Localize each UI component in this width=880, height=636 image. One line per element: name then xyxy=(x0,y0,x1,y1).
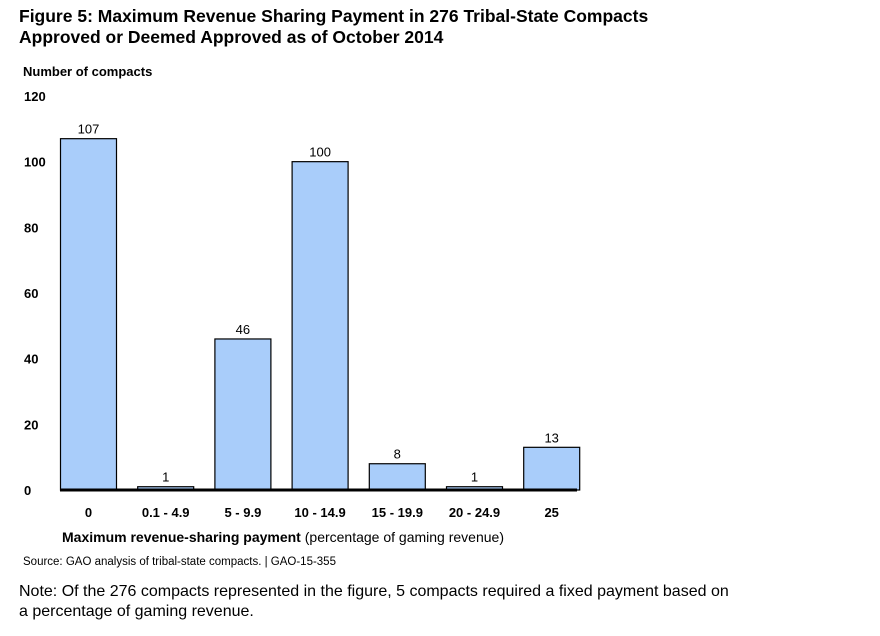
x-tick-label: 10 - 14.9 xyxy=(294,505,345,520)
bar-value-label: 107 xyxy=(78,122,100,137)
bar-chart: Number of compacts 0 20 40 60 80 100 120 107 0 1 0.… xyxy=(23,64,581,545)
bar-value-label: 8 xyxy=(394,447,401,462)
bar-value-label: 46 xyxy=(236,322,250,337)
chart-title-line-2: Approved or Deemed Approved as of Octobe… xyxy=(19,27,444,47)
y-tick-label: 60 xyxy=(24,286,38,301)
x-tick-label: 0 xyxy=(85,505,92,520)
x-tick-label: 5 - 9.9 xyxy=(224,505,261,520)
x-tick-label: 15 - 19.9 xyxy=(372,505,423,520)
bar xyxy=(368,463,426,491)
y-tick-label: 40 xyxy=(24,352,38,367)
x-axis-title-bold: Maximum revenue-sharing payment xyxy=(62,529,301,545)
footnote: Note: Of the 276 compacts represented in… xyxy=(19,582,839,622)
y-axis-title: Number of compacts xyxy=(23,64,152,79)
y-tick-label: 20 xyxy=(24,417,38,432)
bar xyxy=(59,138,118,491)
bar-value-label: 13 xyxy=(544,430,558,445)
bar xyxy=(214,338,272,491)
y-tick-label: 120 xyxy=(24,89,46,104)
y-tick-label: 100 xyxy=(24,155,46,170)
x-axis-title-rest: (percentage of gaming revenue) xyxy=(301,529,504,545)
chart-title-line-1: Figure 5: Maximum Revenue Sharing Paymen… xyxy=(19,6,649,26)
bar-value-label: 1 xyxy=(162,470,169,485)
chart-title: Figure 5: Maximum Revenue Sharing Paymen… xyxy=(19,6,859,48)
bar-value-label: 100 xyxy=(309,145,331,160)
footnote-line-1: Note: Of the 276 compacts represented in… xyxy=(19,583,729,600)
y-tick-label: 80 xyxy=(24,220,38,235)
bar-value-label: 1 xyxy=(471,470,478,485)
x-tick-label: 0.1 - 4.9 xyxy=(142,505,190,520)
x-axis-title: Maximum revenue-sharing payment (percent… xyxy=(62,529,504,545)
bar xyxy=(291,161,349,491)
footnote-line-2: a percentage of gaming revenue. xyxy=(19,603,254,620)
y-tick-label: 0 xyxy=(24,483,31,498)
bar xyxy=(523,446,581,491)
source-note: Source: GAO analysis of tribal-state com… xyxy=(23,556,336,568)
x-tick-label: 25 xyxy=(544,505,558,520)
x-tick-label: 20 - 24.9 xyxy=(449,505,500,520)
